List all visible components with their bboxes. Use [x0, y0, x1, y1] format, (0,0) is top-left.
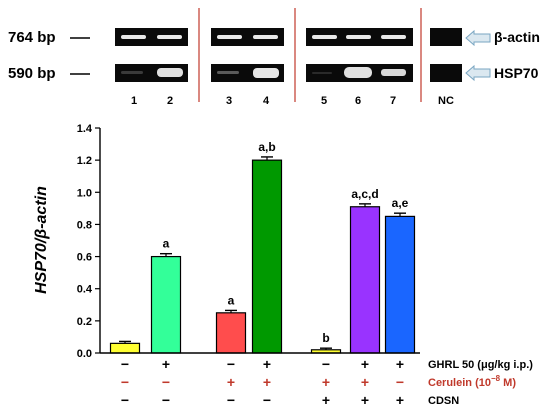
lane-label: 2	[167, 95, 173, 107]
treatment-table: − + − + − + + GHRL 50 (μg/kg i.p.) − − + + + + − Cerule…	[121, 356, 533, 408]
bar-annotation: b	[322, 331, 329, 345]
gel-hsp-band-5	[312, 72, 332, 74]
lane-label: 1	[131, 95, 137, 107]
treatment-sign: +	[162, 356, 170, 372]
gel-hsp-band-6	[344, 67, 372, 78]
gel-hsp-band-4	[253, 68, 279, 78]
treatment-sign: +	[396, 356, 404, 372]
treatment-sign: −	[121, 392, 129, 408]
y-axis-ticks: 0.0 0.2 0.4 0.6 0.8 1.0 1.2 1.4	[77, 123, 100, 360]
treatment-sign: +	[263, 374, 271, 390]
gel-hsp-band-2	[157, 68, 183, 77]
lane-label: 7	[390, 95, 396, 107]
gel-actin-band-5	[312, 35, 337, 39]
y-tick-label: 1.4	[77, 123, 93, 135]
arrow-actin-icon	[465, 29, 491, 47]
bar	[215, 312, 247, 354]
gel-actin-block-2	[211, 28, 284, 46]
treatment-sign: +	[263, 356, 271, 372]
gel-label-actin: β-actin	[494, 29, 540, 45]
lane-label: 6	[355, 95, 361, 107]
bar	[384, 215, 416, 354]
bar	[109, 342, 141, 354]
y-tick-label: 0.4	[77, 284, 93, 296]
treatment-label-sup: −8	[491, 374, 501, 383]
y-axis-label: HSP70/β-actin	[33, 186, 50, 294]
treatment-sign: +	[227, 374, 235, 390]
bar	[349, 206, 381, 354]
bar	[150, 255, 182, 354]
bars: a a a,b b a,c,d a,e	[109, 140, 416, 354]
gel-actin-block-nc	[430, 28, 462, 46]
lane-label: 5	[321, 95, 327, 107]
bar	[251, 159, 283, 354]
y-tick-label: 0.0	[77, 348, 92, 360]
lane-label: 4	[263, 95, 270, 107]
gel-actin-block-1	[115, 28, 188, 46]
treatment-sign: −	[121, 374, 129, 390]
y-tick-label: 0.8	[77, 219, 92, 231]
arrow-hsp70-icon	[465, 64, 491, 82]
gel-hsp-band-3	[217, 71, 239, 74]
treatment-sign: −	[121, 356, 129, 372]
treatment-label: GHRL 50 (μg/kg i.p.)	[428, 359, 533, 371]
bar-annotation: a	[163, 237, 170, 251]
gel-panel: 764 bp 590 bp	[8, 8, 540, 107]
gel-actin-band-1	[121, 35, 146, 39]
gel-hsp-band-1	[121, 71, 143, 74]
treatment-label: CDSN	[428, 395, 459, 407]
treatment-sign: +	[322, 392, 330, 408]
marker-top-label: 764 bp	[8, 29, 56, 46]
treatment-label: Cerulein (10−8 M)	[428, 374, 516, 389]
y-tick-label: 1.2	[77, 155, 92, 167]
gel-label-hsp70: HSP70	[494, 65, 539, 81]
treatment-sign: +	[361, 356, 369, 372]
gel-actin-band-3	[217, 35, 242, 39]
bar-annotation: a,c,d	[351, 187, 378, 201]
bar-annotation: a,e	[392, 196, 409, 210]
treatment-sign: −	[263, 392, 271, 408]
y-tick-label: 0.2	[77, 316, 92, 328]
gel-actin-band-6	[346, 35, 371, 39]
treatment-sign: −	[227, 356, 235, 372]
treatment-sign: +	[322, 374, 330, 390]
treatment-sign: +	[396, 392, 404, 408]
treatment-sign: −	[396, 374, 404, 390]
gel-actin-band-7	[381, 35, 406, 39]
y-tick-label: 0.6	[77, 252, 92, 264]
treatment-sign: −	[162, 392, 170, 408]
gel-hsp-block-nc	[430, 64, 462, 82]
bar-chart: HSP70/β-actin 0.0 0.2 0.4 0.6 0.8 1.0 1.2 1.4 a…	[33, 123, 533, 408]
lane-label: NC	[438, 95, 454, 107]
gel-actin-band-4	[253, 35, 278, 39]
treatment-label-main: Cerulein (10	[428, 377, 491, 389]
treatment-sign: +	[361, 374, 369, 390]
gel-actin-band-2	[157, 35, 182, 39]
bar-annotation: a,b	[258, 140, 275, 154]
treatment-sign: −	[322, 356, 330, 372]
lane-label: 3	[226, 95, 232, 107]
treatment-sign: −	[162, 374, 170, 390]
bar-annotation: a	[228, 293, 235, 307]
treatment-sign: +	[361, 392, 369, 408]
gel-hsp-band-7	[381, 69, 406, 76]
treatment-sign: −	[227, 392, 235, 408]
treatment-label-tail: M)	[500, 377, 516, 389]
y-tick-label: 1.0	[77, 187, 92, 199]
marker-bottom-label: 590 bp	[8, 65, 56, 82]
